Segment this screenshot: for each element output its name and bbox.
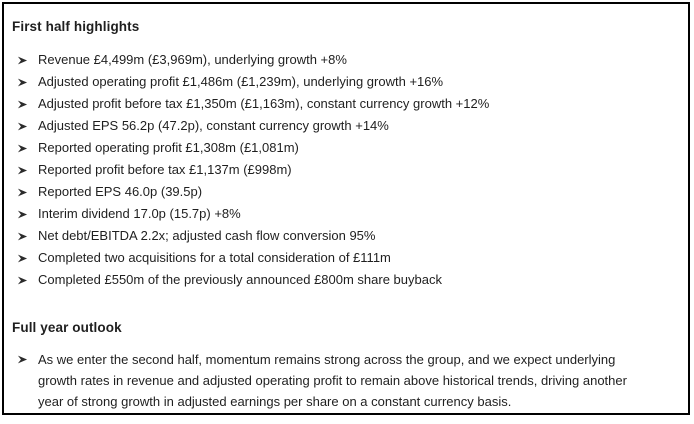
- bullet-item-net-debt-ebitda: Net debt/EBITDA 2.2x; adjusted cash flow…: [12, 228, 680, 243]
- bullet-text: As we enter the second half, momentum re…: [38, 352, 627, 409]
- highlights-document-box: First half highlights Revenue £4,499m (£…: [2, 2, 690, 415]
- bullet-item-revenue: Revenue £4,499m (£3,969m), underlying gr…: [12, 52, 680, 67]
- bullet-item-adjusted-eps: Adjusted EPS 56.2p (47.2p), constant cur…: [12, 118, 680, 133]
- bullet-text: Adjusted operating profit £1,486m (£1,23…: [38, 74, 444, 89]
- bullet-text: Adjusted profit before tax £1,350m (£1,1…: [38, 96, 490, 111]
- bullet-item-outlook-paragraph: As we enter the second half, momentum re…: [12, 349, 680, 412]
- arrow-bullet-icon: [12, 184, 38, 198]
- bullet-text: Completed £550m of the previously announ…: [38, 272, 442, 287]
- bullet-text: Reported operating profit £1,308m (£1,08…: [38, 140, 299, 155]
- arrow-bullet-icon: [12, 118, 38, 132]
- arrow-bullet-icon: [12, 52, 38, 66]
- bullet-text: Reported EPS 46.0p (39.5p): [38, 184, 203, 199]
- bullet-item-adjusted-profit-before-tax: Adjusted profit before tax £1,350m (£1,1…: [12, 96, 680, 111]
- section-heading-first-half-highlights: First half highlights: [12, 19, 140, 34]
- bullet-item-share-buyback: Completed £550m of the previously announ…: [12, 272, 680, 287]
- bullet-item-reported-eps: Reported EPS 46.0p (39.5p): [12, 184, 680, 199]
- bullet-text: Adjusted EPS 56.2p (47.2p), constant cur…: [38, 118, 389, 133]
- bullet-item-reported-profit-before-tax: Reported profit before tax £1,137m (£998…: [12, 162, 680, 177]
- bullet-text: Reported profit before tax £1,137m (£998…: [38, 162, 292, 177]
- arrow-bullet-icon: [12, 272, 38, 286]
- arrow-bullet-icon: [12, 96, 38, 110]
- bullet-item-acquisitions: Completed two acquisitions for a total c…: [12, 250, 680, 265]
- arrow-bullet-icon: [12, 162, 38, 176]
- bullet-text: Revenue £4,499m (£3,969m), underlying gr…: [38, 52, 347, 67]
- bullet-text: Net debt/EBITDA 2.2x; adjusted cash flow…: [38, 228, 376, 243]
- bullet-text: Completed two acquisitions for a total c…: [38, 250, 391, 265]
- arrow-bullet-icon: [12, 206, 38, 220]
- arrow-bullet-icon: [12, 250, 38, 264]
- bullet-item-reported-operating-profit: Reported operating profit £1,308m (£1,08…: [12, 140, 680, 155]
- section-heading-full-year-outlook: Full year outlook: [12, 320, 122, 335]
- arrow-bullet-icon: [12, 140, 38, 154]
- bullet-item-adjusted-operating-profit: Adjusted operating profit £1,486m (£1,23…: [12, 74, 680, 89]
- arrow-bullet-icon: [12, 228, 38, 242]
- bullet-item-interim-dividend: Interim dividend 17.0p (15.7p) +8%: [12, 206, 680, 221]
- arrow-bullet-icon: [12, 74, 38, 88]
- bullet-text: Interim dividend 17.0p (15.7p) +8%: [38, 206, 241, 221]
- arrow-bullet-icon: [12, 349, 38, 365]
